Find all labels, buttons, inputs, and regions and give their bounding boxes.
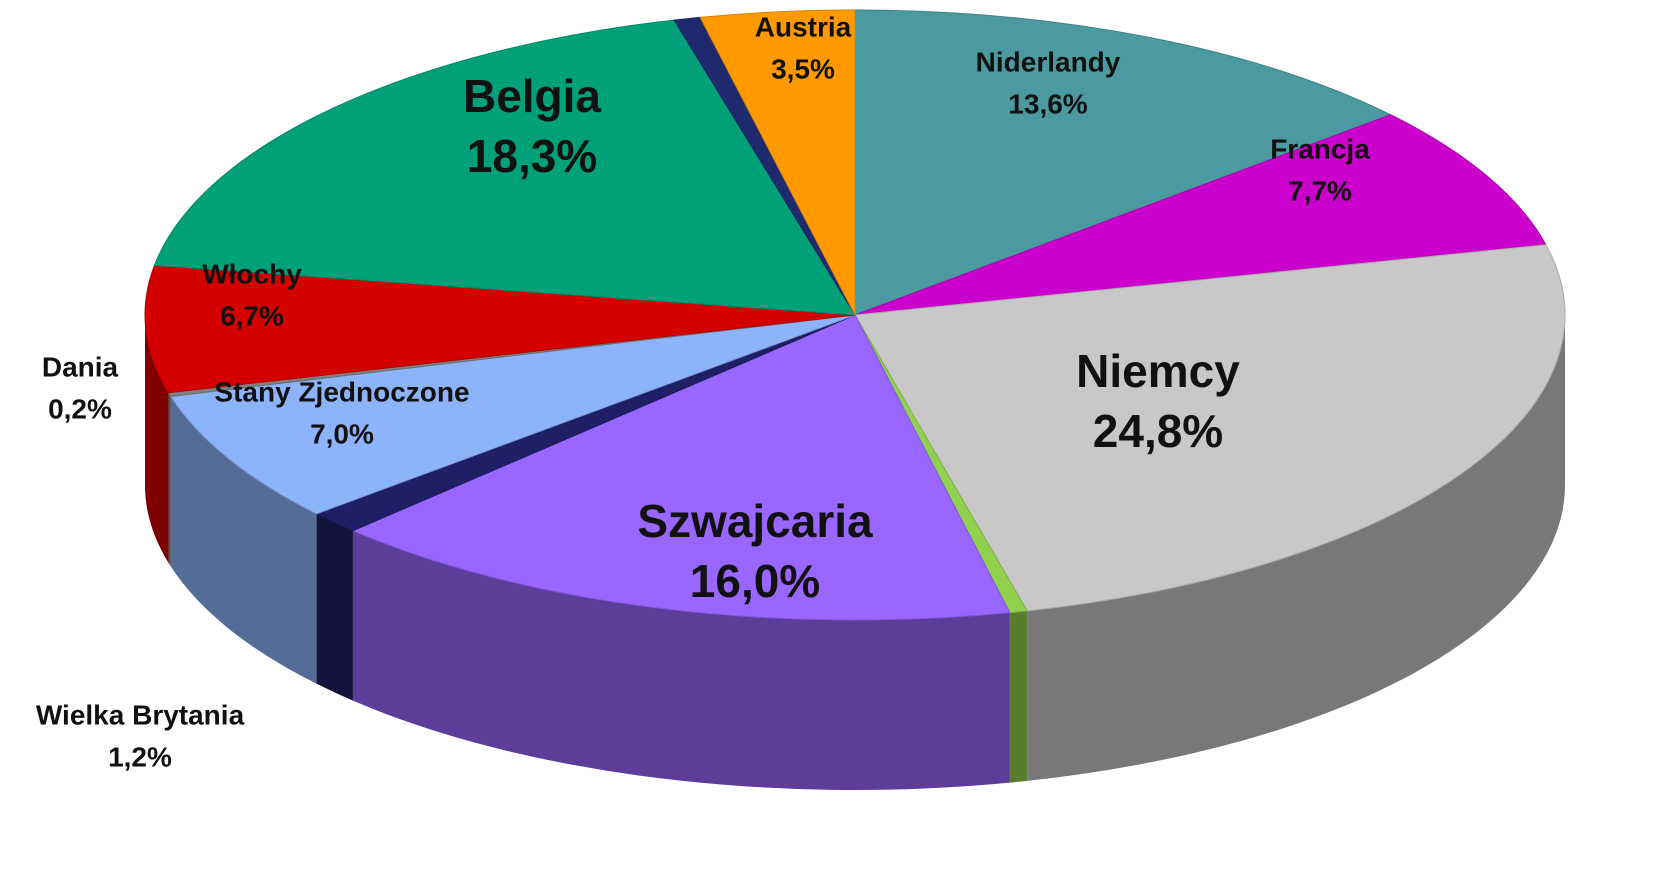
slice-side — [168, 392, 171, 567]
slice-label: Szwajcaria — [637, 495, 873, 547]
slice-side — [352, 530, 1010, 790]
slice-value-label: 16,0% — [690, 555, 820, 607]
slice — [854, 114, 1547, 316]
slice-value-label: 3,5% — [771, 53, 835, 84]
slice-value-label: 0,2% — [48, 393, 112, 424]
slice-side — [1027, 315, 1565, 781]
slice — [169, 314, 856, 515]
slice — [854, 244, 1566, 612]
slice-label: Niderlandy — [976, 46, 1121, 77]
slice — [351, 314, 1011, 621]
slice-value-label: 24,8% — [1093, 405, 1223, 457]
slice-label: Niemcy — [1076, 345, 1240, 397]
slice-side — [145, 315, 169, 563]
slice — [144, 264, 856, 394]
slice-side — [316, 513, 353, 701]
slice — [153, 19, 856, 316]
slice-value-label: 7,7% — [1288, 175, 1352, 206]
slice-value-label: 18,3% — [467, 130, 597, 182]
slice-value-label: 13,6% — [1008, 88, 1087, 119]
slice-value-label: 6,7% — [220, 300, 284, 331]
slice-side — [1009, 610, 1028, 783]
slice-label: Belgia — [463, 70, 601, 122]
slice-value-label: 7,0% — [310, 418, 374, 449]
slice-label: Dania — [42, 351, 119, 382]
slice — [854, 9, 1392, 316]
slice-label: Austria — [755, 11, 852, 42]
slice-label: Włochy — [202, 258, 302, 289]
slice-label: Wielka Brytania — [36, 699, 245, 730]
slice-label: Francja — [1270, 133, 1370, 164]
slice-side — [170, 396, 317, 684]
slice-label: Stany Zjednoczone — [214, 376, 469, 407]
slice-value-label: 1,2% — [108, 741, 172, 772]
slice — [699, 9, 856, 316]
